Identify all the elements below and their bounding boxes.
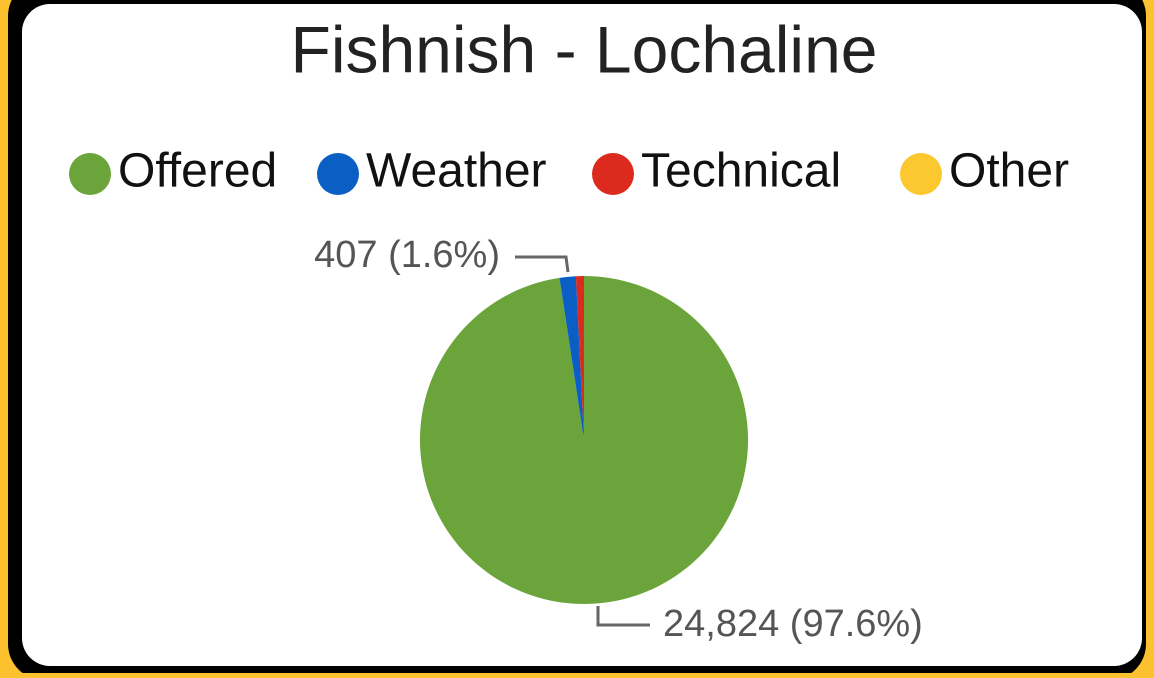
legend-label: Weather (366, 145, 547, 198)
legend-marker (900, 153, 942, 195)
pie-slice (575, 276, 584, 440)
leader-line (515, 255, 570, 273)
legend-label: Offered (118, 145, 277, 198)
legend-marker (317, 153, 359, 195)
data-label: 407 (1.6%) (314, 234, 500, 276)
legend-marker (592, 153, 634, 195)
pie-slice (559, 276, 584, 440)
leader-line (596, 606, 650, 627)
chart-title: Fishnish - Lochaline (291, 12, 878, 86)
legend-label: Technical (641, 145, 841, 198)
legend-marker (69, 153, 111, 195)
data-label: 24,824 (97.6%) (663, 603, 923, 645)
legend-label: Other (949, 145, 1069, 198)
